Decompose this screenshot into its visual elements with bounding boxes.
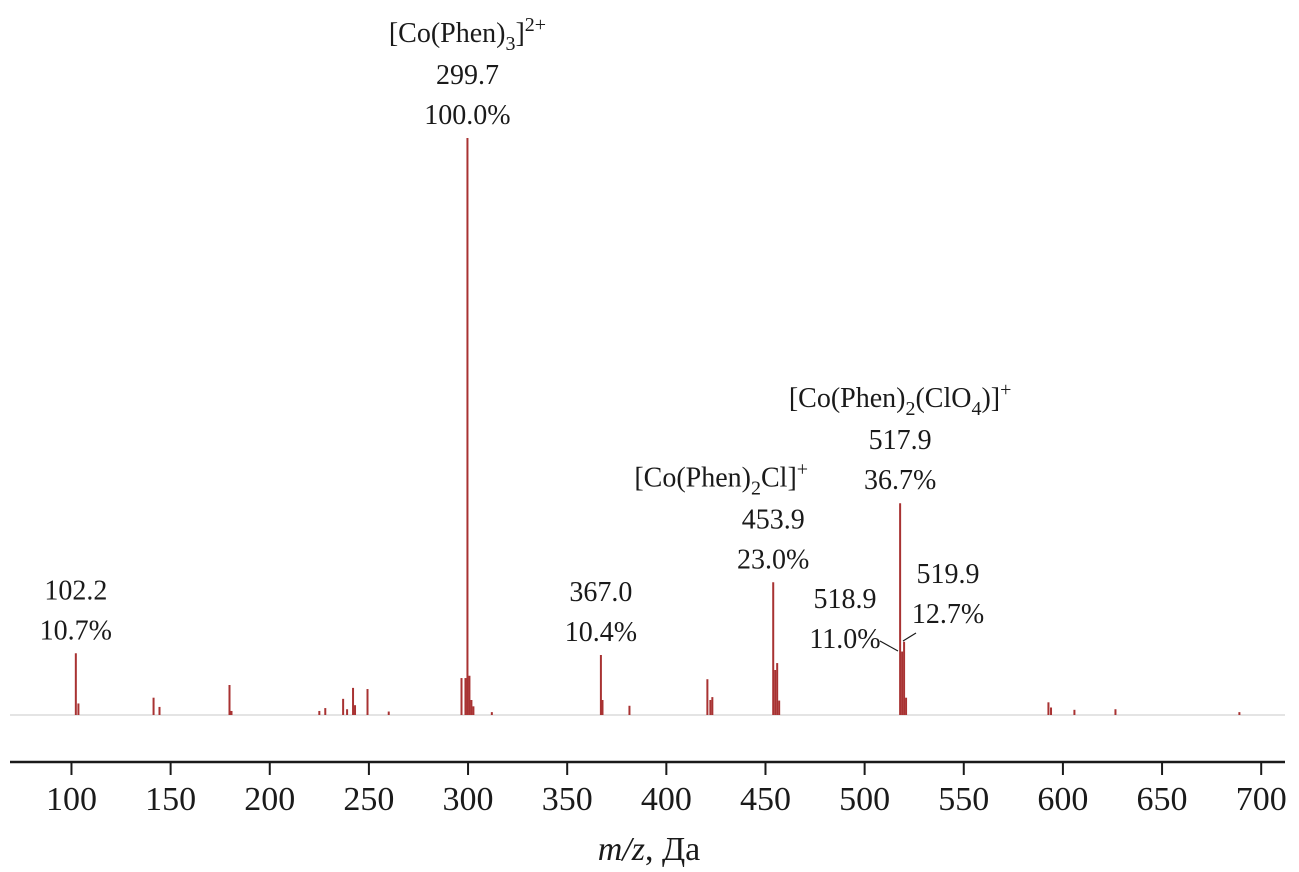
ion-label: [Co(Phen)2Cl]+ (634, 458, 808, 499)
text-part: + (797, 458, 808, 480)
x-tick-label: 300 (443, 781, 494, 818)
leader-line (902, 632, 917, 642)
x-axis-label: m/z, Да (598, 831, 701, 868)
text-part: )] (981, 383, 1000, 414)
text-part: + (1000, 379, 1011, 401)
x-tick-label: 350 (542, 781, 593, 818)
ion-label: [Co(Phen)2(ClO4)]+ (789, 379, 1012, 420)
x-tick-label: 100 (46, 781, 97, 818)
mz-label: 518.9 (814, 584, 877, 615)
text-part: Cl] (761, 462, 797, 493)
x-tick-label: 150 (145, 781, 196, 818)
mz-label: 517.9 (869, 425, 932, 456)
text-part: , Да (645, 831, 700, 868)
text-part: 2+ (525, 14, 546, 36)
value-label: 23.0% (737, 544, 809, 575)
text-part: [Co(Phen) (634, 462, 751, 493)
text-part: 2 (905, 398, 915, 420)
x-tick-label: 200 (244, 781, 295, 818)
value-label: 10.7% (40, 615, 112, 646)
text-part: [Co(Phen) (789, 383, 906, 414)
x-tick-label: 550 (938, 781, 989, 818)
ion-label: [Co(Phen)3]2+ (389, 14, 546, 55)
x-tick-label: 600 (1037, 781, 1088, 818)
text-part: [Co(Phen) (389, 18, 506, 49)
text-part: 4 (971, 398, 981, 420)
text-part: 3 (505, 33, 515, 55)
mz-label: 519.9 (917, 559, 980, 590)
text-part: ] (515, 18, 524, 49)
mz-label: 299.7 (436, 60, 499, 91)
x-tick-label: 450 (740, 781, 791, 818)
leader-line (879, 640, 899, 652)
value-label: 12.7% (912, 599, 984, 630)
x-tick-label: 700 (1236, 781, 1287, 818)
value-label: 100.0% (424, 100, 510, 131)
mz-label: 367.0 (569, 577, 632, 608)
x-tick-label: 500 (839, 781, 890, 818)
value-label: 11.0% (809, 624, 880, 655)
text-part: 2 (751, 477, 761, 499)
x-tick-label: 250 (343, 781, 394, 818)
value-label: 36.7% (864, 465, 936, 496)
x-tick-label: 650 (1137, 781, 1188, 818)
x-tick-label: 400 (641, 781, 692, 818)
text-part: m/z (598, 831, 645, 868)
mz-label: 102.2 (44, 575, 107, 606)
text-part: (ClO (915, 383, 971, 414)
value-label: 10.4% (565, 617, 637, 648)
mz-label: 453.9 (742, 504, 805, 535)
